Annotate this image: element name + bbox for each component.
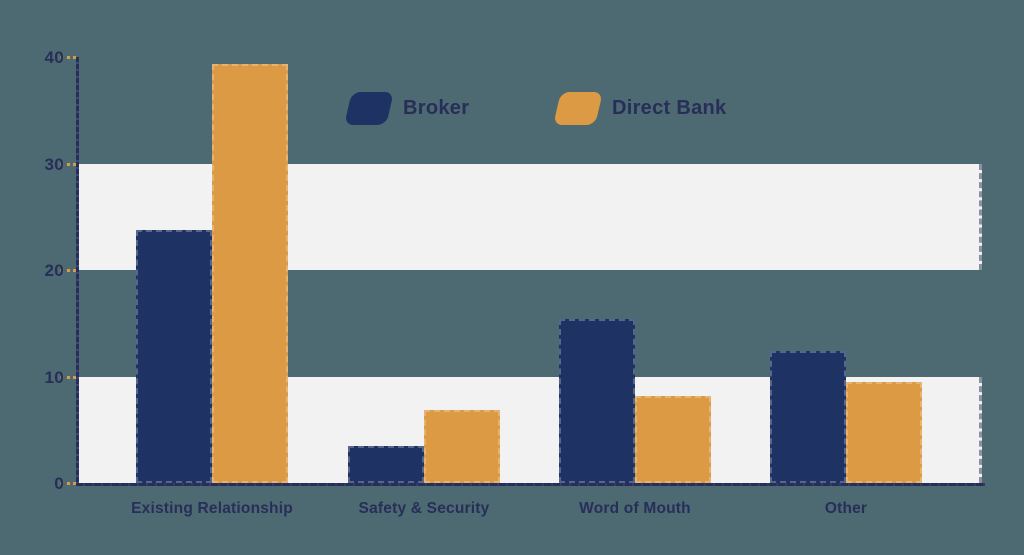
x-category-label-word-of-mouth: Word of Mouth (579, 500, 691, 517)
bar-direct-bank-other (846, 381, 922, 483)
legend-label-direct-bank: Direct Bank (612, 97, 727, 119)
legend-item-direct-bank: Direct Bank (553, 92, 727, 125)
y-axis-line (76, 57, 79, 486)
legend-swatch-broker-icon (344, 92, 394, 125)
legend-item-broker: Broker (344, 92, 470, 125)
y-axis-tick-40 (60, 56, 76, 59)
bar-direct-bank-existing-relationship (212, 64, 288, 483)
y-axis-tick-0 (60, 482, 76, 485)
bar-broker-safety-security (348, 445, 424, 483)
x-category-label-other: Other (824, 500, 868, 517)
x-axis-line (76, 483, 985, 486)
bar-broker-other (770, 350, 846, 483)
legend-swatch-direct-bank-icon (553, 92, 603, 125)
y-tick-label-0: 0 (54, 474, 64, 493)
legend-label-broker: Broker (403, 97, 470, 119)
y-axis-tick-20 (60, 269, 76, 272)
bar-direct-bank-word-of-mouth (635, 395, 711, 483)
bar-direct-bank-safety-security (424, 409, 500, 483)
y-axis-tick-30 (60, 162, 76, 166)
y-tick-label-10: 10 (44, 367, 64, 387)
y-tick-label-40: 40 (44, 48, 64, 67)
x-category-label-safety-security: Safety & Security (358, 500, 490, 517)
x-category-label-existing-relationship: Existing Relationship (131, 500, 293, 517)
y-axis-tick-10 (60, 375, 76, 379)
bar-broker-existing-relationship (136, 229, 212, 483)
y-tick-label-30: 30 (44, 154, 64, 174)
y-tick-label-20: 20 (44, 261, 64, 280)
bar-broker-word-of-mouth (559, 318, 635, 483)
